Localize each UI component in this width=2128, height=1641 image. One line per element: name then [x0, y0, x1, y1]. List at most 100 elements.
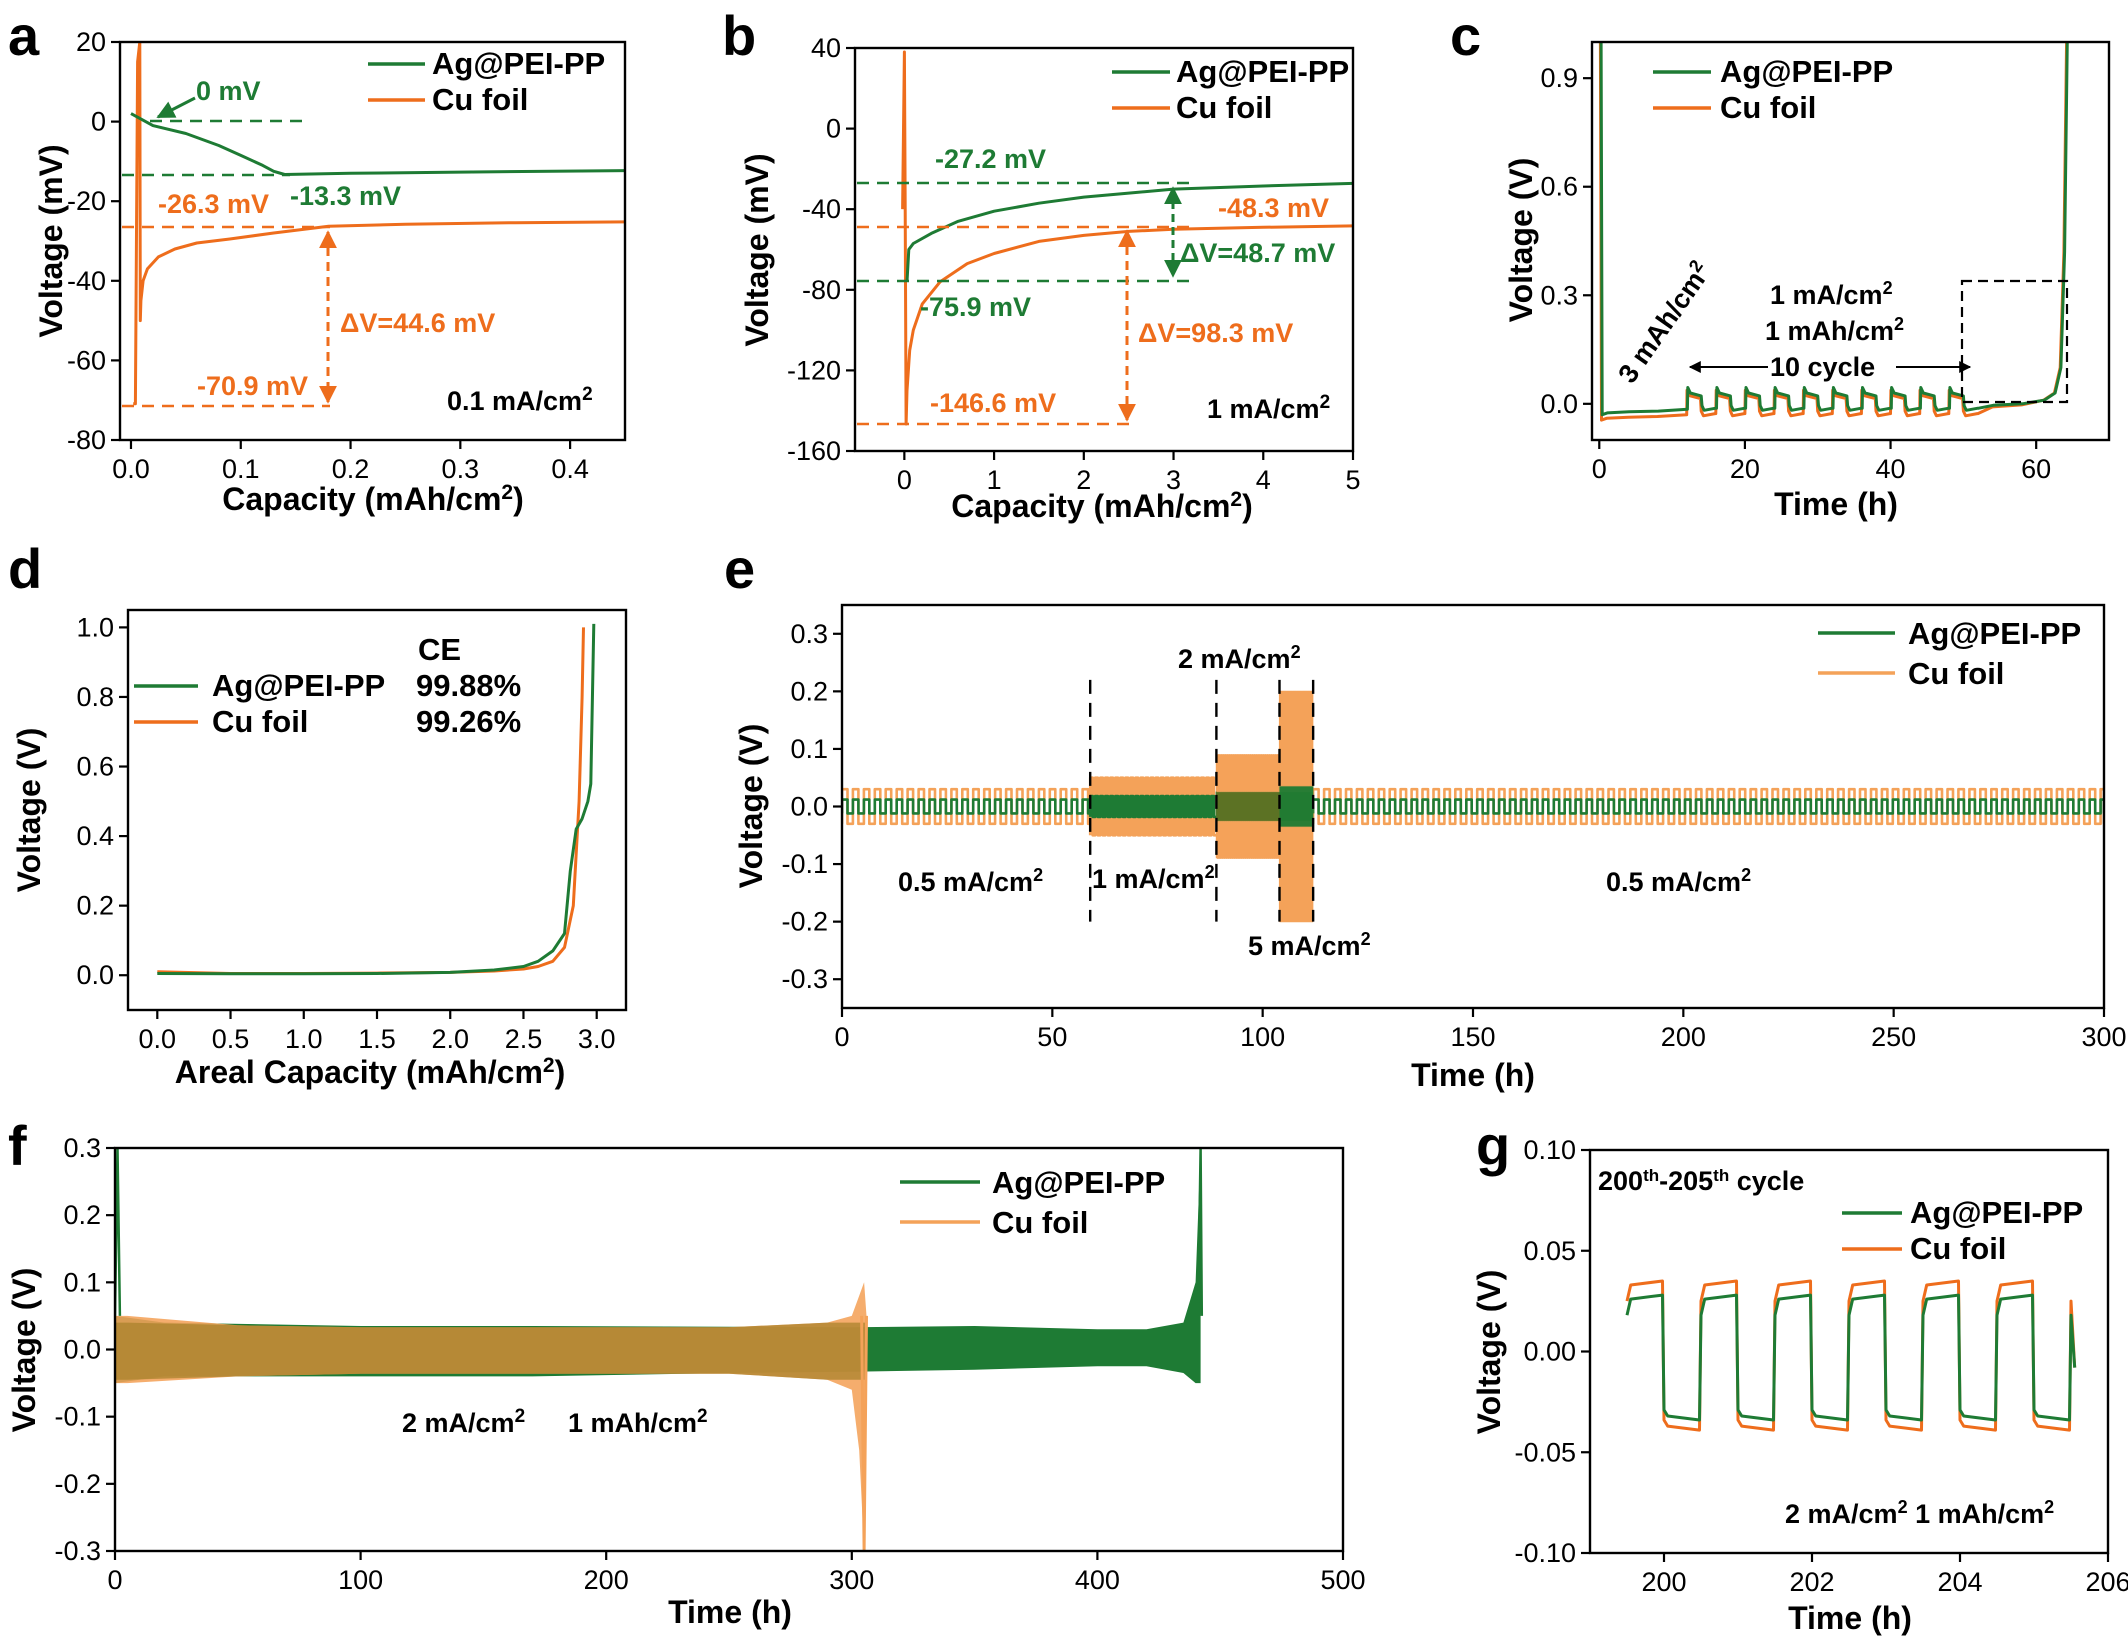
- annotation-rate-c: 1 mA/cm2: [1770, 278, 1893, 310]
- x-tick-label-c: 60: [2021, 454, 2051, 484]
- x-tick-label-e: 300: [2081, 1022, 2126, 1052]
- x-tick-label-f: 0: [107, 1565, 122, 1595]
- panel-f: f 0 100 200 300 400 500-0.3-0.2-0.10.00.10.20…: [6, 1114, 1366, 1630]
- legend-ag-g: Ag@PEI-PP: [1910, 1195, 2083, 1230]
- x-tick-label-f: 500: [1320, 1565, 1365, 1595]
- y-axis-label-b: Voltage (mV): [739, 153, 775, 346]
- series-green-b: [905, 181, 1353, 282]
- x-tick-label-b: 3: [1166, 465, 1181, 495]
- x-tick-label-e: 50: [1037, 1022, 1067, 1052]
- annotation-r5-e: 5 mA/cm2: [1248, 929, 1371, 961]
- annotation-rate-b: 1 mA/cm2: [1207, 392, 1330, 425]
- y-axis-label-g: Voltage (V): [1471, 1270, 1507, 1435]
- x-tick-label-f: 200: [584, 1565, 629, 1595]
- plot-a: [130, 42, 625, 406]
- series-ag-seg-e: [1311, 798, 2104, 815]
- axes-frame-c: [1590, 40, 2111, 442]
- x-tick-label-a: 0.3: [442, 454, 480, 484]
- zoom-box-c: [1960, 279, 2069, 404]
- series-orange-a: [133, 42, 625, 406]
- overlap-f: [115, 1322, 867, 1380]
- ce-header-d: CE: [418, 632, 461, 667]
- x-tick-label-b: 4: [1256, 465, 1271, 495]
- x-axis-label-g: Time (h): [1788, 1600, 1912, 1636]
- band-ag-5-e: [1279, 786, 1314, 827]
- panel-label-e: e: [724, 537, 755, 600]
- y-tick-label-e: 0.0: [790, 792, 828, 822]
- annotation-zero-a: 0 mV: [196, 76, 261, 106]
- annotation-r05b-e: 0.5 mA/cm2: [1606, 865, 1751, 897]
- legend-cu-b: Cu foil: [1176, 90, 1272, 125]
- plot-d: [157, 623, 596, 976]
- y-tick-label-b: -80: [802, 275, 841, 305]
- ticks-e: 0 50 100 150 200 250 300 -0.3 -0.2 -0.1 0.0 0.1 0.2 0…: [781, 619, 2126, 1052]
- axes-frame-b: [853, 46, 1355, 453]
- annotation-dv-a: ΔV=44.6 mV: [340, 308, 495, 338]
- x-axis-label-b: Capacity (mAh/cm2): [951, 488, 1253, 525]
- series-ag-g: [1625, 1293, 2077, 1422]
- plot-c: [1598, 42, 2069, 422]
- y-axis-label-d: Voltage (V): [11, 728, 47, 893]
- y-tick-label-d: 0.6: [76, 752, 114, 782]
- annotation-r05a-e: 0.5 mA/cm2: [898, 865, 1043, 897]
- x-tick-label-e: 100: [1240, 1022, 1285, 1052]
- y-tick-label-f: -0.2: [54, 1469, 101, 1499]
- y-tick-label-b: -160: [787, 436, 841, 466]
- x-tick-label-f: 100: [338, 1565, 383, 1595]
- x-tick-label-e: 0: [834, 1022, 849, 1052]
- annotation-48-b: -48.3 mV: [1218, 193, 1329, 223]
- annotation-dv1-b: ΔV=48.7 mV: [1180, 238, 1335, 268]
- y-tick-label-d: 0.4: [76, 821, 114, 851]
- x-tick-label-e: 250: [1871, 1022, 1916, 1052]
- x-tick-label-c: 40: [1876, 454, 1906, 484]
- panel-label-c: c: [1450, 4, 1481, 67]
- y-tick-label-c: 0.0: [1540, 389, 1578, 419]
- panel-e: e 0 50 100 150 200 250 300 -0.3 -0.2 -0.1 0.0 0.1 0.…: [724, 537, 2127, 1093]
- y-tick-label-f: -0.3: [54, 1536, 101, 1566]
- series-green-c: [1599, 42, 2069, 417]
- x-tick-label-d: 2.5: [505, 1024, 543, 1054]
- x-tick-label-g: 206: [2085, 1567, 2128, 1597]
- x-tick-label-d: 3.0: [578, 1024, 616, 1054]
- ce-ag-d: 99.88%: [416, 668, 521, 703]
- y-tick-label-d: 0.0: [76, 960, 114, 990]
- y-tick-label-b: 0: [826, 114, 841, 144]
- x-axis-label-f: Time (h): [668, 1594, 792, 1630]
- panel-label-a: a: [8, 4, 40, 67]
- y-tick-label-e: -0.1: [781, 849, 828, 879]
- x-tick-label-b: 2: [1076, 465, 1091, 495]
- legend-cu-c: Cu foil: [1720, 90, 1816, 125]
- legend-ag-d: Ag@PEI-PP: [212, 668, 385, 703]
- y-axis-label-f: Voltage (V): [6, 1268, 42, 1433]
- panel-a: a 0.0 0.1 0.2 0.3 0.4 -80 -60 -40 -20 0 20 Voltage…: [8, 4, 627, 517]
- arrow-zero-a: [156, 96, 196, 119]
- x-tick-label-f: 400: [1075, 1565, 1120, 1595]
- x-axis-label-c: Time (h): [1774, 486, 1898, 522]
- panel-label-b: b: [722, 4, 756, 67]
- series-ag-seg-e: [842, 798, 1091, 815]
- legend-ag-c: Ag@PEI-PP: [1720, 54, 1893, 89]
- y-tick-label-b: -40: [802, 194, 841, 224]
- series-green-a: [130, 112, 625, 176]
- series-ag-seg-e: [1088, 794, 1217, 819]
- x-tick-label-d: 0.0: [139, 1024, 177, 1054]
- x-tick-label-b: 0: [897, 465, 912, 495]
- y-tick-label-e: 0.2: [790, 676, 828, 706]
- y-tick-label-e: -0.2: [781, 907, 828, 937]
- legend-cu-g: Cu foil: [1910, 1231, 2006, 1266]
- x-tick-label-e: 150: [1450, 1022, 1495, 1052]
- rate-boundaries-e: [1088, 679, 1315, 922]
- x-tick-label-g: 200: [1641, 1567, 1686, 1597]
- annotation-70-a: -70.9 mV: [197, 371, 308, 401]
- y-tick-label-a: -20: [67, 186, 106, 216]
- plot-e: [842, 690, 2104, 923]
- y-tick-label-a: -80: [67, 425, 106, 455]
- x-tick-label-a: 0.1: [222, 454, 260, 484]
- y-tick-label-g: -0.10: [1514, 1538, 1576, 1568]
- series-cu-g: [1625, 1279, 2077, 1432]
- y-tick-label-f: 0.0: [63, 1335, 101, 1365]
- series-green-d: [157, 623, 596, 976]
- annotation-rate-f: 2 mA/cm2: [402, 1406, 525, 1439]
- y-tick-label-f: -0.1: [54, 1402, 101, 1432]
